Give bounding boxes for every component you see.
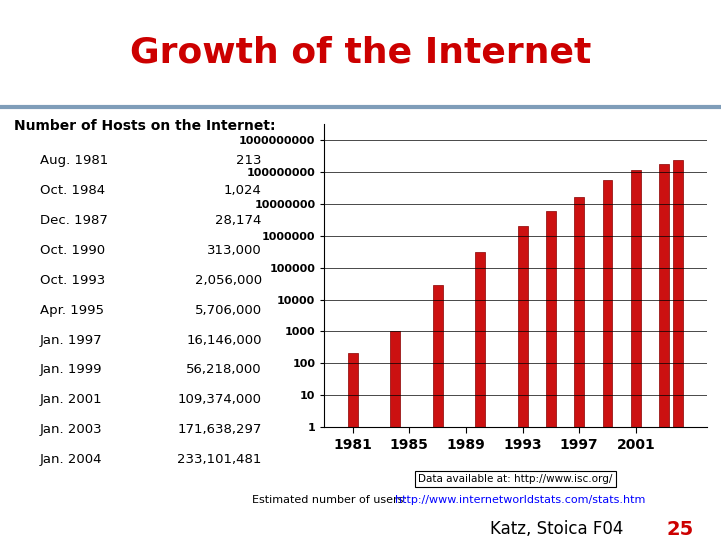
Text: 56,218,000: 56,218,000 [186,364,262,377]
Bar [631,170,641,541]
Text: 2,056,000: 2,056,000 [195,274,262,287]
Bar [518,226,528,541]
Text: 28,174: 28,174 [216,214,262,227]
Text: 25: 25 [667,519,694,539]
Text: Number of Hosts on the Internet:: Number of Hosts on the Internet: [14,119,276,133]
Text: 1,024: 1,024 [224,184,262,197]
Text: Jan. 1999: Jan. 1999 [40,364,102,377]
Text: 171,638,297: 171,638,297 [177,423,262,436]
Bar [475,252,485,541]
Text: 5,706,000: 5,706,000 [195,304,262,316]
Text: Estimated number of users:: Estimated number of users: [252,496,411,505]
Text: Jan. 2001: Jan. 2001 [40,393,102,406]
Text: 233,101,481: 233,101,481 [177,453,262,466]
Bar [659,164,669,541]
Text: Katz, Stoica F04: Katz, Stoica F04 [490,520,624,538]
Text: Jan. 1997: Jan. 1997 [40,333,102,347]
Bar [348,353,358,541]
Text: Oct. 1990: Oct. 1990 [40,244,105,257]
Bar [390,331,400,541]
Text: 109,374,000: 109,374,000 [178,393,262,406]
Text: Oct. 1993: Oct. 1993 [40,274,105,287]
Bar [546,212,556,541]
Text: 213: 213 [236,154,262,167]
Text: 313,000: 313,000 [207,244,262,257]
Bar [433,285,443,541]
Text: Jan. 2003: Jan. 2003 [40,423,102,436]
Text: Growth of the Internet: Growth of the Internet [130,36,591,70]
Text: Data available at: http://www.isc.org/: Data available at: http://www.isc.org/ [418,474,613,484]
Text: Apr. 1995: Apr. 1995 [40,304,104,316]
Text: Dec. 1987: Dec. 1987 [40,214,107,227]
Bar [574,197,584,541]
Text: Oct. 1984: Oct. 1984 [40,184,105,197]
Bar [603,180,612,541]
Bar [673,160,684,541]
Text: 16,146,000: 16,146,000 [186,333,262,347]
Text: Aug. 1981: Aug. 1981 [40,154,108,167]
Text: http://www.internetworldstats.com/stats.htm: http://www.internetworldstats.com/stats.… [395,496,645,505]
Text: Jan. 2004: Jan. 2004 [40,453,102,466]
